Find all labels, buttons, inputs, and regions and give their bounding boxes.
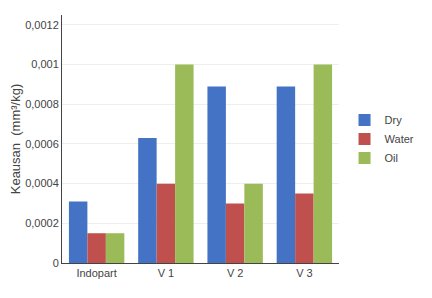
svg-text:Oil: Oil: [385, 152, 398, 164]
svg-text:0: 0: [53, 257, 59, 269]
svg-text:V 1: V 1: [158, 267, 175, 279]
svg-text:Indopart: Indopart: [76, 267, 116, 279]
svg-text:0,0004: 0,0004: [25, 177, 59, 189]
svg-text:Water: Water: [385, 133, 414, 145]
svg-text:Keausan (mm³/kg): Keausan (mm³/kg): [8, 84, 23, 195]
svg-text:0,0008: 0,0008: [25, 98, 59, 110]
svg-text:V 2: V 2: [227, 267, 244, 279]
svg-text:0,0012: 0,0012: [25, 19, 59, 31]
svg-text:V 3: V 3: [296, 267, 313, 279]
svg-text:0,001: 0,001: [31, 58, 59, 70]
svg-text:0,0006: 0,0006: [25, 138, 59, 150]
svg-text:0,0002: 0,0002: [25, 217, 59, 229]
svg-text:Dry: Dry: [385, 114, 403, 126]
